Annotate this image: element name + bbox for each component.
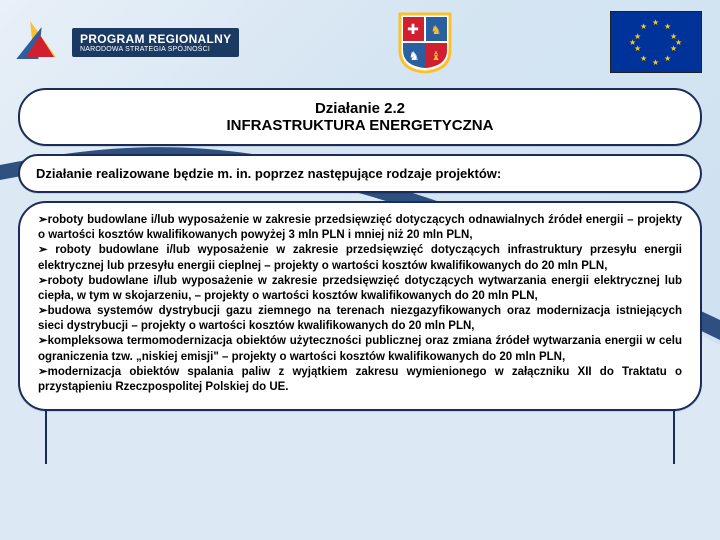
program-logo-text: PROGRAM REGIONALNY NARODOWA STRATEGIA SP… <box>72 28 239 57</box>
svg-text:♝: ♝ <box>430 49 441 63</box>
svg-text:♞: ♞ <box>408 49 419 63</box>
regional-crest-icon: ✚ ♞ ♞ ♝ <box>395 10 455 74</box>
subheader-text: Działanie realizowane będzie m. in. popr… <box>36 166 684 181</box>
svg-text:♞: ♞ <box>430 23 441 37</box>
bullet-lead: roboty budowlane i/lub wyposażenie w zak… <box>48 214 624 226</box>
bullet-arrow-icon: ➢ <box>38 214 48 226</box>
subheader-panel: Działanie realizowane będzie m. in. popr… <box>18 154 702 193</box>
bullet-arrow-icon: ➢ <box>38 335 48 347</box>
bullet-item: ➢roboty budowlane i/lub wyposażenie w za… <box>38 274 682 304</box>
program-name: PROGRAM REGIONALNY <box>80 32 231 46</box>
bullet-arrow-icon: ➢ <box>38 305 48 317</box>
bullet-item: ➢ roboty budowlane i/lub wyposażenie w z… <box>38 243 682 273</box>
program-logo: PROGRAM REGIONALNY NARODOWA STRATEGIA SP… <box>18 21 239 63</box>
title-line1: Działanie 2.2 <box>38 100 682 117</box>
bullet-arrow-icon: ➢ <box>38 275 48 287</box>
bullet-item: ➢roboty budowlane i/lub wyposażenie w za… <box>38 213 682 243</box>
eu-flag-icon: ★ ★ ★ ★ ★ ★ ★ ★ ★ ★ ★ ★ <box>610 11 702 73</box>
bullet-item: ➢budowa systemów dystrybucji gazu ziemne… <box>38 304 682 334</box>
body-panel: ➢roboty budowlane i/lub wyposażenie w za… <box>18 201 702 411</box>
bullet-arrow-icon: ➢ <box>38 244 48 256</box>
bullet-list: ➢roboty budowlane i/lub wyposażenie w za… <box>38 213 682 395</box>
program-subtitle: NARODOWA STRATEGIA SPÓJNOŚCI <box>80 46 231 53</box>
bullet-item: ➢modernizacja obiektów spalania paliw z … <box>38 365 682 395</box>
bullet-arrow-icon: ➢ <box>38 366 48 378</box>
bullet-rest: – projekty o wartości kosztów kwalifikow… <box>191 290 537 302</box>
title-line2: INFRASTRUKTURA ENERGETYCZNA <box>38 117 682 134</box>
title-panel: Działanie 2.2 INFRASTRUKTURA ENERGETYCZN… <box>18 88 702 146</box>
header-bar: PROGRAM REGIONALNY NARODOWA STRATEGIA SP… <box>0 0 720 80</box>
bullet-rest: – projekty o wartości kosztów kwalifikow… <box>128 320 474 332</box>
bullet-lead: modernizacja obiektów spalania paliw z w… <box>38 366 682 393</box>
bullet-rest: – projekty o wartości kosztów kwalifikow… <box>219 351 565 363</box>
program-logo-mark <box>18 21 64 63</box>
bullet-rest: roboty budowlane i/lub wyposażenie w zak… <box>38 244 682 271</box>
bullet-item: ➢kompleksowa termomodernizacja obiektów … <box>38 334 682 364</box>
svg-text:✚: ✚ <box>407 21 419 37</box>
